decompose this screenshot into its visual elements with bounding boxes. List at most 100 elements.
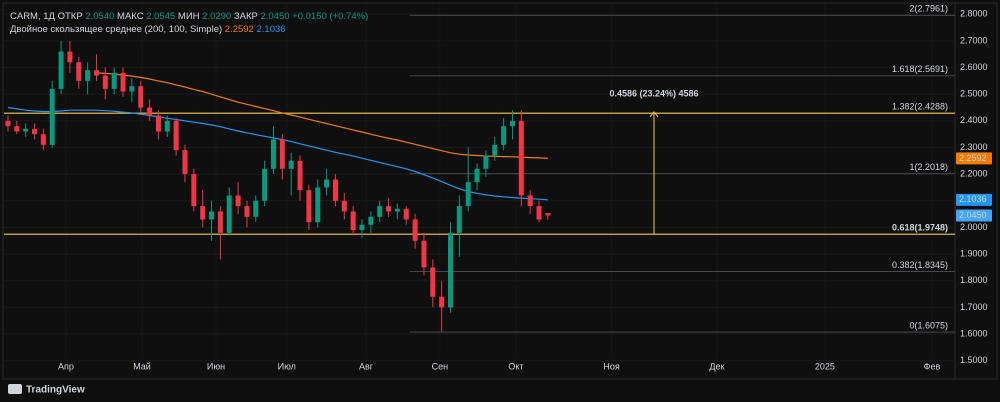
candle-body xyxy=(102,75,108,89)
x-tick-label: 2025 xyxy=(815,361,835,371)
x-tick-label: Дек xyxy=(709,361,724,371)
candle-body xyxy=(164,120,170,132)
fib-label: 1.618(2.5691) xyxy=(892,64,948,74)
candle-body xyxy=(191,174,197,207)
candle-body xyxy=(465,182,471,207)
candle-body xyxy=(315,187,321,223)
candle-body xyxy=(509,120,515,127)
change: +0.0150 (+0.74%) xyxy=(292,11,368,22)
price-tag xyxy=(956,209,992,222)
candle-body xyxy=(306,190,312,223)
x-tick-label: Апр xyxy=(58,361,74,371)
candle-body xyxy=(111,72,117,89)
candle-body xyxy=(368,216,374,225)
header: CARM, 1Д ОТКР 2.0540 МАКС 2.0545 МИН 2.0… xyxy=(10,11,368,35)
candle-body xyxy=(147,107,153,116)
candle-body xyxy=(536,206,542,220)
candle-body xyxy=(67,51,73,63)
field-value: 2.0290 xyxy=(202,11,231,22)
measure-arrow xyxy=(649,111,659,118)
header-line: CARM, 1Д ОТКР 2.0540 МАКС 2.0545 МИН 2.0… xyxy=(10,11,368,22)
candle-body xyxy=(85,70,91,81)
candle-body xyxy=(324,179,330,188)
indicator-name: Двойное скользящее среднее (200, 100, Si… xyxy=(10,24,222,35)
candle-body xyxy=(279,139,285,169)
candle-body xyxy=(545,213,551,216)
candle-body xyxy=(332,179,338,201)
candle-body xyxy=(492,144,498,156)
fibonacci: 2(2.7961) 1.618(2.5691) 1.382(2.4288) 1(2.2… xyxy=(4,4,955,333)
candle-body xyxy=(288,160,294,169)
candle-body xyxy=(262,168,268,201)
x-tick-label: Июл xyxy=(278,361,296,371)
y-tick-label: 2.2000 xyxy=(960,169,988,179)
price-tag-label: 2.0450 xyxy=(959,210,987,220)
price-tag-label: 2.1036 xyxy=(959,194,987,204)
indicator-value: 2.2592 xyxy=(225,24,254,35)
candle-body xyxy=(76,62,82,81)
candle-body xyxy=(200,206,206,220)
fib-label: 0.382(1.8345) xyxy=(892,260,948,270)
x-tick-label: Фев xyxy=(924,361,941,371)
candle-body xyxy=(182,150,188,175)
candle-body xyxy=(40,134,46,145)
candle-body xyxy=(501,126,507,145)
candle-body xyxy=(120,72,126,92)
candle-body xyxy=(5,120,11,127)
candle-body xyxy=(527,195,533,207)
x-tick-label: Июн xyxy=(207,361,225,371)
price-tag xyxy=(956,152,992,165)
candle-body xyxy=(209,211,215,220)
candle-body xyxy=(14,126,20,132)
price-tag xyxy=(956,193,992,206)
y-tick-label: 1.5000 xyxy=(960,355,988,365)
price-tag-label: 2.2592 xyxy=(959,153,987,163)
candle-body xyxy=(93,70,99,76)
candles xyxy=(5,40,551,332)
field-name: МИН xyxy=(178,11,200,22)
moving-averages xyxy=(7,72,548,201)
candle-body xyxy=(359,224,365,231)
candle-body xyxy=(341,200,347,212)
field-name: ЗАКР xyxy=(234,11,258,22)
candle-body xyxy=(430,267,436,297)
y-tick-label: 2.3000 xyxy=(960,142,988,152)
chart-panel xyxy=(2,2,998,380)
axes: 1.5000 1.6000 1.7000 1.8000 1.9000 2.0000 2.10… xyxy=(58,9,992,371)
indicator-line: Двойное скользящее среднее (200, 100, Si… xyxy=(10,24,286,35)
indicator-value: 2.1036 xyxy=(256,24,285,35)
candle-body xyxy=(23,128,29,132)
logo: TradingView xyxy=(8,384,85,396)
candle-body xyxy=(386,206,392,212)
candle-body xyxy=(377,206,383,217)
fib-label: 0.618(1.9748) xyxy=(892,223,948,233)
candle-body xyxy=(412,219,418,241)
y-tick-label: 1.9000 xyxy=(960,248,988,258)
measure-label: 0.4586 (23.24%) 4586 xyxy=(609,88,698,98)
candle-body xyxy=(253,200,259,217)
symbol: CARM, 1Д xyxy=(10,11,56,22)
field-value: 2.0450 xyxy=(260,11,289,22)
field-name: МАКС xyxy=(117,11,144,22)
x-tick-label: Авг xyxy=(359,361,374,371)
candle-body xyxy=(421,240,427,268)
candle-body xyxy=(394,208,400,212)
x-tick-label: Сен xyxy=(432,361,449,371)
candle-body xyxy=(138,86,144,108)
y-tick-label: 2.0000 xyxy=(960,222,988,232)
y-tick-label: 2.5000 xyxy=(960,89,988,99)
logo-icon xyxy=(8,384,22,394)
candle-body xyxy=(235,195,241,207)
candle-body xyxy=(297,160,303,191)
candle-body xyxy=(474,168,480,183)
field-value: 2.0540 xyxy=(85,11,114,22)
candle-body xyxy=(403,208,409,220)
candle-body xyxy=(32,128,38,135)
grid xyxy=(4,4,955,362)
candle-body xyxy=(155,115,161,132)
x-tick-label: Окт xyxy=(508,361,523,371)
candle-body xyxy=(217,211,223,233)
fib-label: 0(1.6075) xyxy=(909,320,948,330)
